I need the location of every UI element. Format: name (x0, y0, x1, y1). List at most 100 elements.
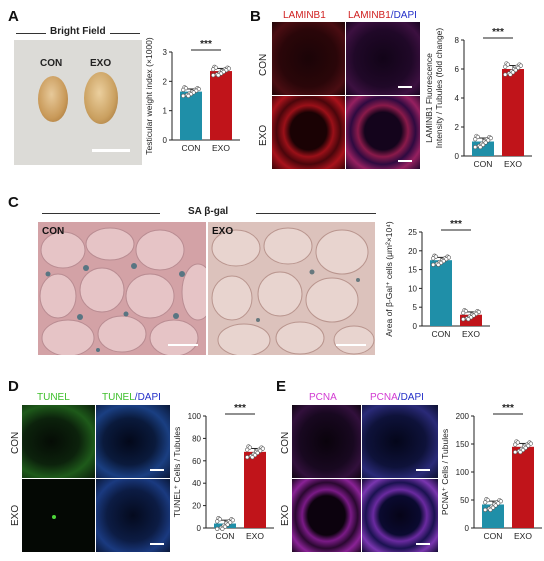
chart-d-point (245, 447, 250, 452)
pcna-exo-magenta (292, 479, 361, 552)
panel-b-row2-label: EXO (258, 124, 269, 146)
tunel-exo-signal (52, 515, 56, 519)
panel-e-col1-label: PCNA (309, 392, 337, 403)
laminb1-con-merge (346, 22, 420, 95)
chart-d-significance: *** (234, 403, 246, 414)
chart-b-point (483, 140, 488, 145)
chart-e-point (483, 500, 488, 505)
panel-b-row1-label: CON (258, 53, 269, 76)
chart-a-category-label: EXO (212, 143, 230, 153)
chart-e-point (526, 443, 531, 448)
chart-e-point (488, 507, 493, 512)
laminb1-exo-merge (346, 96, 420, 169)
chart-c-point (466, 317, 471, 322)
chart-b-point (473, 144, 478, 150)
chart-d-point (258, 448, 263, 453)
panel-c-letter: C (8, 194, 19, 211)
chart-d-point (215, 519, 220, 524)
tunel-con-green (22, 405, 95, 478)
tunel-exo-scale-bar (150, 543, 164, 545)
chart-d-ytick-label: 0 (197, 524, 202, 533)
chart-d-ytick-label: 100 (188, 412, 202, 421)
chart-a-point (181, 87, 186, 93)
chart-d-point (250, 455, 255, 460)
chart-d-point (252, 452, 258, 458)
chart-e-point (513, 442, 518, 447)
panel-a-title: Bright Field (50, 26, 106, 37)
chart-e-ytick-label: 50 (460, 496, 469, 505)
panel-b-col2-label: LAMINB1/DAPI (348, 10, 417, 21)
chart-b-point (505, 62, 510, 67)
chart-b-point (488, 136, 493, 141)
chart-c-ytick-label: 25 (408, 228, 417, 237)
panel-b-letter: B (250, 8, 261, 25)
panel-c-title-line-left (42, 213, 160, 214)
chart-c-ytick-label: 10 (408, 284, 417, 293)
pcna-exo-scale-bar (416, 543, 430, 545)
chart-a-ytick-label: 0 (163, 136, 168, 145)
panel-e-row1-label: CON (280, 431, 291, 454)
chart-b-point (513, 68, 518, 73)
panel-d-col2-part1: TUNEL (102, 392, 135, 403)
chart-c-point (436, 262, 441, 267)
chart-e-ytick-label: 0 (465, 524, 470, 533)
chart-c-ytick-label: 15 (408, 266, 417, 275)
chart-c: 0 5 10 15 20 25 Area of β-Gal⁺ cells (μm²×10⁴)… (384, 219, 490, 339)
chart-e-ytick-label: 150 (456, 440, 470, 449)
bright-scale-bar (92, 149, 130, 152)
chart-b-point (475, 134, 480, 140)
chart-c-bar-exo (460, 314, 482, 326)
sa-bgal-con-scale-bar (168, 344, 198, 346)
chart-b-point (518, 63, 523, 68)
chart-e-point (493, 503, 498, 508)
chart-e-category-label: EXO (514, 531, 532, 541)
chart-d: 0 20 40 60 80 100 TUNEL⁺ Cells / Tubules CON EXO… (172, 403, 274, 541)
chart-d-point (255, 450, 260, 456)
sa-bgal-exo-image: EXO (208, 222, 375, 355)
pcna-exo-merge (362, 479, 438, 552)
panel-c-title-line-right (256, 213, 376, 214)
chart-b-ytick-label: 0 (455, 152, 460, 161)
chart-d-ytick-label: 20 (192, 502, 201, 511)
panel-d-col1-label: TUNEL (37, 392, 70, 403)
chart-a-significance: *** (200, 39, 212, 50)
chart-e-point (498, 499, 503, 504)
chart-c-ytick-label: 5 (413, 303, 418, 312)
sa-bgal-con-label: CON (42, 226, 65, 237)
chart-e-point (518, 450, 523, 455)
chart-d-category-label: EXO (246, 531, 264, 541)
chart-d-point (215, 526, 220, 531)
laminb1-exo-red (272, 96, 345, 169)
chart-d-point (217, 517, 222, 522)
chart-a-bar-con (180, 91, 202, 140)
pcna-con-scale-bar (416, 469, 430, 471)
con-testis (38, 76, 68, 122)
sa-bgal-con-tubules (39, 227, 206, 355)
chart-c-category-label: CON (432, 329, 451, 339)
laminb1-exo-scale-bar (398, 160, 412, 162)
chart-b-point (503, 72, 508, 77)
chart-c-significance: *** (450, 219, 462, 230)
chart-a-bar-exo (210, 71, 232, 140)
chart-e-ytick-label: 200 (456, 412, 470, 421)
chart-d-category-label: CON (216, 531, 235, 541)
bright-con-label: CON (40, 58, 63, 69)
chart-c-bar-con (430, 260, 452, 326)
chart-b: 0 2 4 6 8 LAMINB1 FluorescenceIntensity / Tub… (424, 27, 532, 169)
pcna-con-merge (362, 405, 438, 478)
panel-b-col1-label: LAMINB1 (283, 10, 326, 21)
tunel-con-scale-bar (150, 469, 164, 471)
panel-b-col2-part2: /DAPI (390, 10, 417, 21)
chart-a-ytick-label: 1 (163, 107, 168, 116)
chart-c-point (461, 310, 466, 316)
chart-b-ytick-label: 6 (455, 65, 460, 74)
chart-e-point (520, 447, 526, 453)
chart-a-ytick-label: 3 (163, 48, 168, 57)
sa-bgal-con-image: CON (38, 222, 206, 355)
chart-d-point (228, 520, 233, 525)
sa-bgal-exo-tubules (211, 227, 375, 355)
chart-a-point (186, 93, 191, 98)
chart-c-point (431, 262, 436, 267)
chart-d-point (230, 518, 235, 523)
chart-b-point (516, 65, 521, 70)
